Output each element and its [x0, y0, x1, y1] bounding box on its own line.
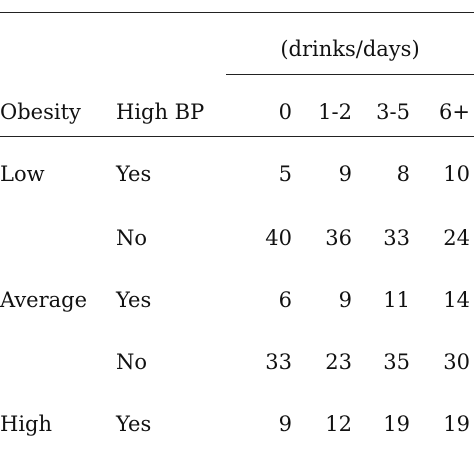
header-obesity: Obesity — [0, 100, 81, 124]
header-drinks-3-5: 3-5 — [376, 100, 410, 124]
table-row-2-value-3: 14 — [443, 288, 470, 312]
table-row-0-obesity: Low — [0, 162, 45, 186]
table-row-2-obesity: Average — [0, 288, 88, 312]
table-row-2-high-bp: Yes — [116, 288, 152, 312]
table-row-4-value-3: 19 — [443, 412, 470, 436]
table-row-1-high-bp: No — [116, 226, 148, 250]
table-row-2-value-1: 9 — [338, 288, 352, 312]
header-drinks-1-2: 1-2 — [318, 100, 352, 124]
top-rule — [0, 12, 474, 14]
header-rule — [0, 136, 474, 137]
header-drinks-6-plus: 6+ — [439, 100, 470, 124]
spanner-rule — [226, 74, 474, 75]
table-row-2-value-0: 6 — [278, 288, 292, 312]
header-drinks-0: 0 — [278, 100, 292, 124]
table-row-1-value-3: 24 — [443, 226, 470, 250]
table-row-3-value-3: 30 — [443, 350, 470, 374]
table-row-4-high-bp: Yes — [116, 412, 152, 436]
table-row-0-value-3: 10 — [443, 162, 470, 186]
table-row-3-value-1: 23 — [325, 350, 352, 374]
table-row-4-value-2: 19 — [383, 412, 410, 436]
table-row-2-value-2: 11 — [383, 288, 410, 312]
table-row-1-value-1: 36 — [325, 226, 352, 250]
table-row-3-value-0: 33 — [265, 350, 292, 374]
table-row-4-obesity: High — [0, 412, 52, 436]
table-row-0-value-2: 8 — [396, 162, 410, 186]
column-spanner-label: (drinks/days) — [280, 37, 420, 61]
table-row-0-high-bp: Yes — [116, 162, 152, 186]
table-row-0-value-0: 5 — [278, 162, 292, 186]
table-row-3-high-bp: No — [116, 350, 148, 374]
table-row-4-value-0: 9 — [278, 412, 292, 436]
table-row-0-value-1: 9 — [338, 162, 352, 186]
table-row-1-value-2: 33 — [383, 226, 410, 250]
table-row-3-value-2: 35 — [383, 350, 410, 374]
table-row-4-value-1: 12 — [325, 412, 352, 436]
header-high-bp: High BP — [116, 100, 205, 124]
table-row-1-value-0: 40 — [265, 226, 292, 250]
